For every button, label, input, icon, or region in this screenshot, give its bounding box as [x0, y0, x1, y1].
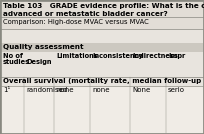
Text: Inconsistency: Inconsistency	[92, 53, 143, 59]
Text: studies: studies	[3, 59, 30, 65]
Bar	[1, 43, 203, 52]
Bar	[1, 52, 203, 77]
Bar	[1, 78, 203, 86]
Text: serio: serio	[168, 87, 185, 93]
Text: randomised: randomised	[26, 87, 67, 93]
Text: none: none	[56, 87, 73, 93]
Text: No of: No of	[3, 53, 23, 59]
Text: Impr: Impr	[168, 53, 185, 59]
Bar	[1, 87, 203, 133]
Text: Limitations: Limitations	[56, 53, 98, 59]
Text: None: None	[132, 87, 150, 93]
Text: Quality assessment: Quality assessment	[3, 44, 83, 50]
Text: Design: Design	[26, 59, 51, 65]
Text: Table 103   GRADE evidence profile: What is the optimal firs: Table 103 GRADE evidence profile: What i…	[3, 3, 204, 9]
Text: advanced or metastatic bladder cancer?: advanced or metastatic bladder cancer?	[3, 11, 168, 17]
Text: 1¹: 1¹	[3, 87, 10, 93]
Text: Comparison: High-dose MVAC versus MVAC: Comparison: High-dose MVAC versus MVAC	[3, 19, 149, 25]
Bar	[1, 29, 203, 44]
Text: Overall survival (mortality rate, median follow-up 7.3 years): Overall survival (mortality rate, median…	[3, 78, 204, 84]
Bar	[1, 1, 203, 29]
Text: none: none	[92, 87, 110, 93]
Text: Indirectness: Indirectness	[132, 53, 178, 59]
